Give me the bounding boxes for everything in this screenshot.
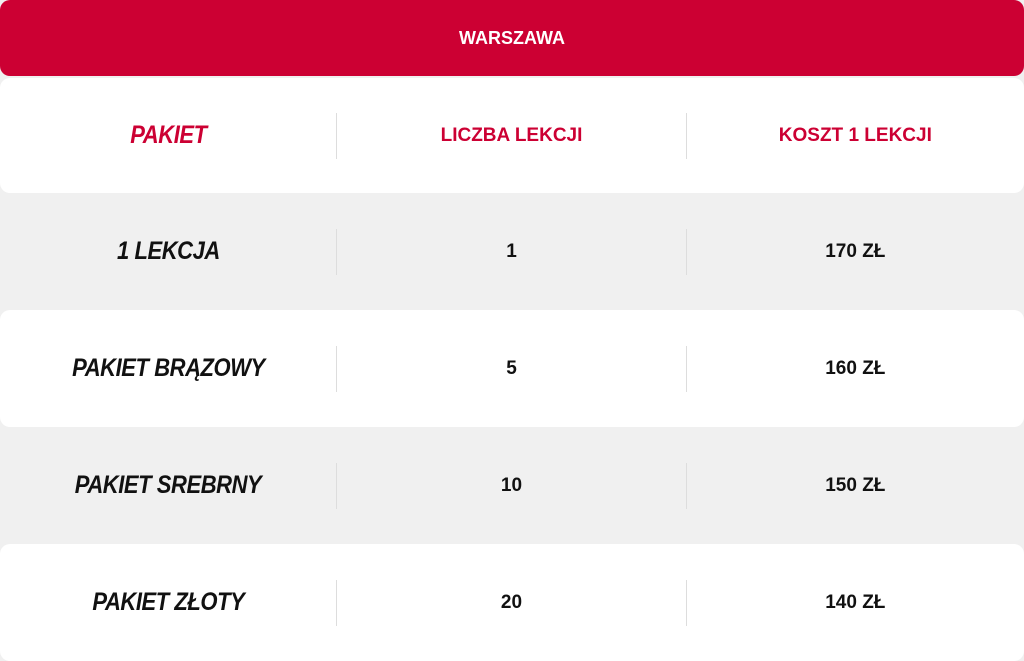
package-name: PAKIET BRĄZOWY [71,354,265,382]
divider [336,579,338,626]
divider [685,112,687,159]
package-name: PAKIET ZŁOTY [92,588,245,616]
lesson-price: 170 ZŁ [825,240,886,262]
divider [685,345,687,392]
lesson-count: 1 [506,240,517,262]
divider [685,228,687,275]
package-name: PAKIET SREBRNY [74,471,262,499]
column-header-package: PAKIET [129,121,207,149]
divider [336,112,338,159]
lesson-count: 10 [500,474,523,496]
lesson-price: 150 ZŁ [825,474,886,496]
lesson-price: 140 ZŁ [825,591,886,613]
package-name: 1 LEKCJA [116,237,220,265]
lesson-count: 20 [500,591,523,613]
divider [336,228,338,275]
lesson-count: 5 [506,357,517,379]
divider [336,462,338,509]
table-header: PAKIET LICZBA LEKCJI KOSZT 1 LEKCJI [0,78,1024,193]
column-header-lessons: LICZBA LEKCJI [440,124,583,146]
table-row: PAKIET ZŁOTY 20 140 ZŁ [0,544,1024,661]
table-row: PAKIET SREBRNY 10 150 ZŁ [0,427,1024,544]
column-header-price: KOSZT 1 LEKCJI [778,124,932,146]
table-row: PAKIET BRĄZOWY 5 160 ZŁ [0,310,1024,427]
table-row: 1 LEKCJA 1 170 ZŁ [0,193,1024,310]
lesson-price: 160 ZŁ [825,357,886,379]
city-title: WARSZAWA [0,0,1024,76]
divider [685,462,687,509]
divider [336,345,338,392]
divider [685,579,687,626]
